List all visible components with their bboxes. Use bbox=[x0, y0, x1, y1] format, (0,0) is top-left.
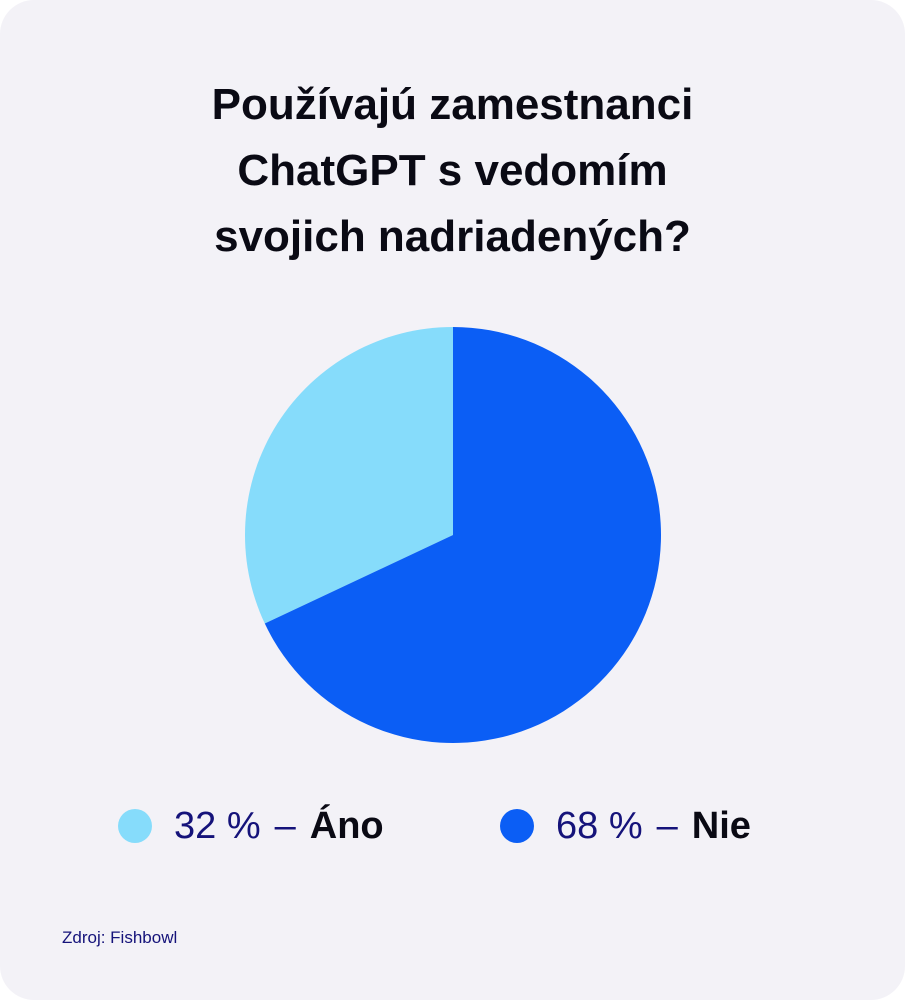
pie-slice-nie bbox=[264, 327, 661, 743]
legend-value-nie: 68 % bbox=[556, 804, 643, 847]
legend-label-nie: Nie bbox=[691, 804, 751, 847]
title-line-1: Používajú zamestnanci bbox=[211, 80, 694, 129]
chart-title: Používajú zamestnanci ChatGPT s vedomím … bbox=[0, 72, 905, 270]
legend-item-ano: 32 % – Áno bbox=[118, 796, 384, 856]
legend-separator: – bbox=[274, 804, 296, 847]
legend-separator: – bbox=[656, 804, 678, 847]
legend-swatch-ano bbox=[118, 809, 152, 843]
pie-slice-ano bbox=[244, 327, 453, 624]
legend-label-ano: Áno bbox=[309, 804, 384, 847]
legend-item-nie: 68 % – Nie bbox=[500, 796, 751, 856]
legend-swatch-nie bbox=[500, 809, 534, 843]
legend-value-ano: 32 % bbox=[174, 804, 261, 847]
legend: 32 % – Áno 68 % – Nie bbox=[0, 796, 905, 856]
title-line-2: ChatGPT s vedomím bbox=[237, 146, 668, 195]
pie-chart bbox=[244, 327, 661, 743]
source-note: Zdroj: Fishbowl bbox=[62, 928, 178, 947]
title-line-3: svojich nadriadených? bbox=[214, 212, 691, 261]
